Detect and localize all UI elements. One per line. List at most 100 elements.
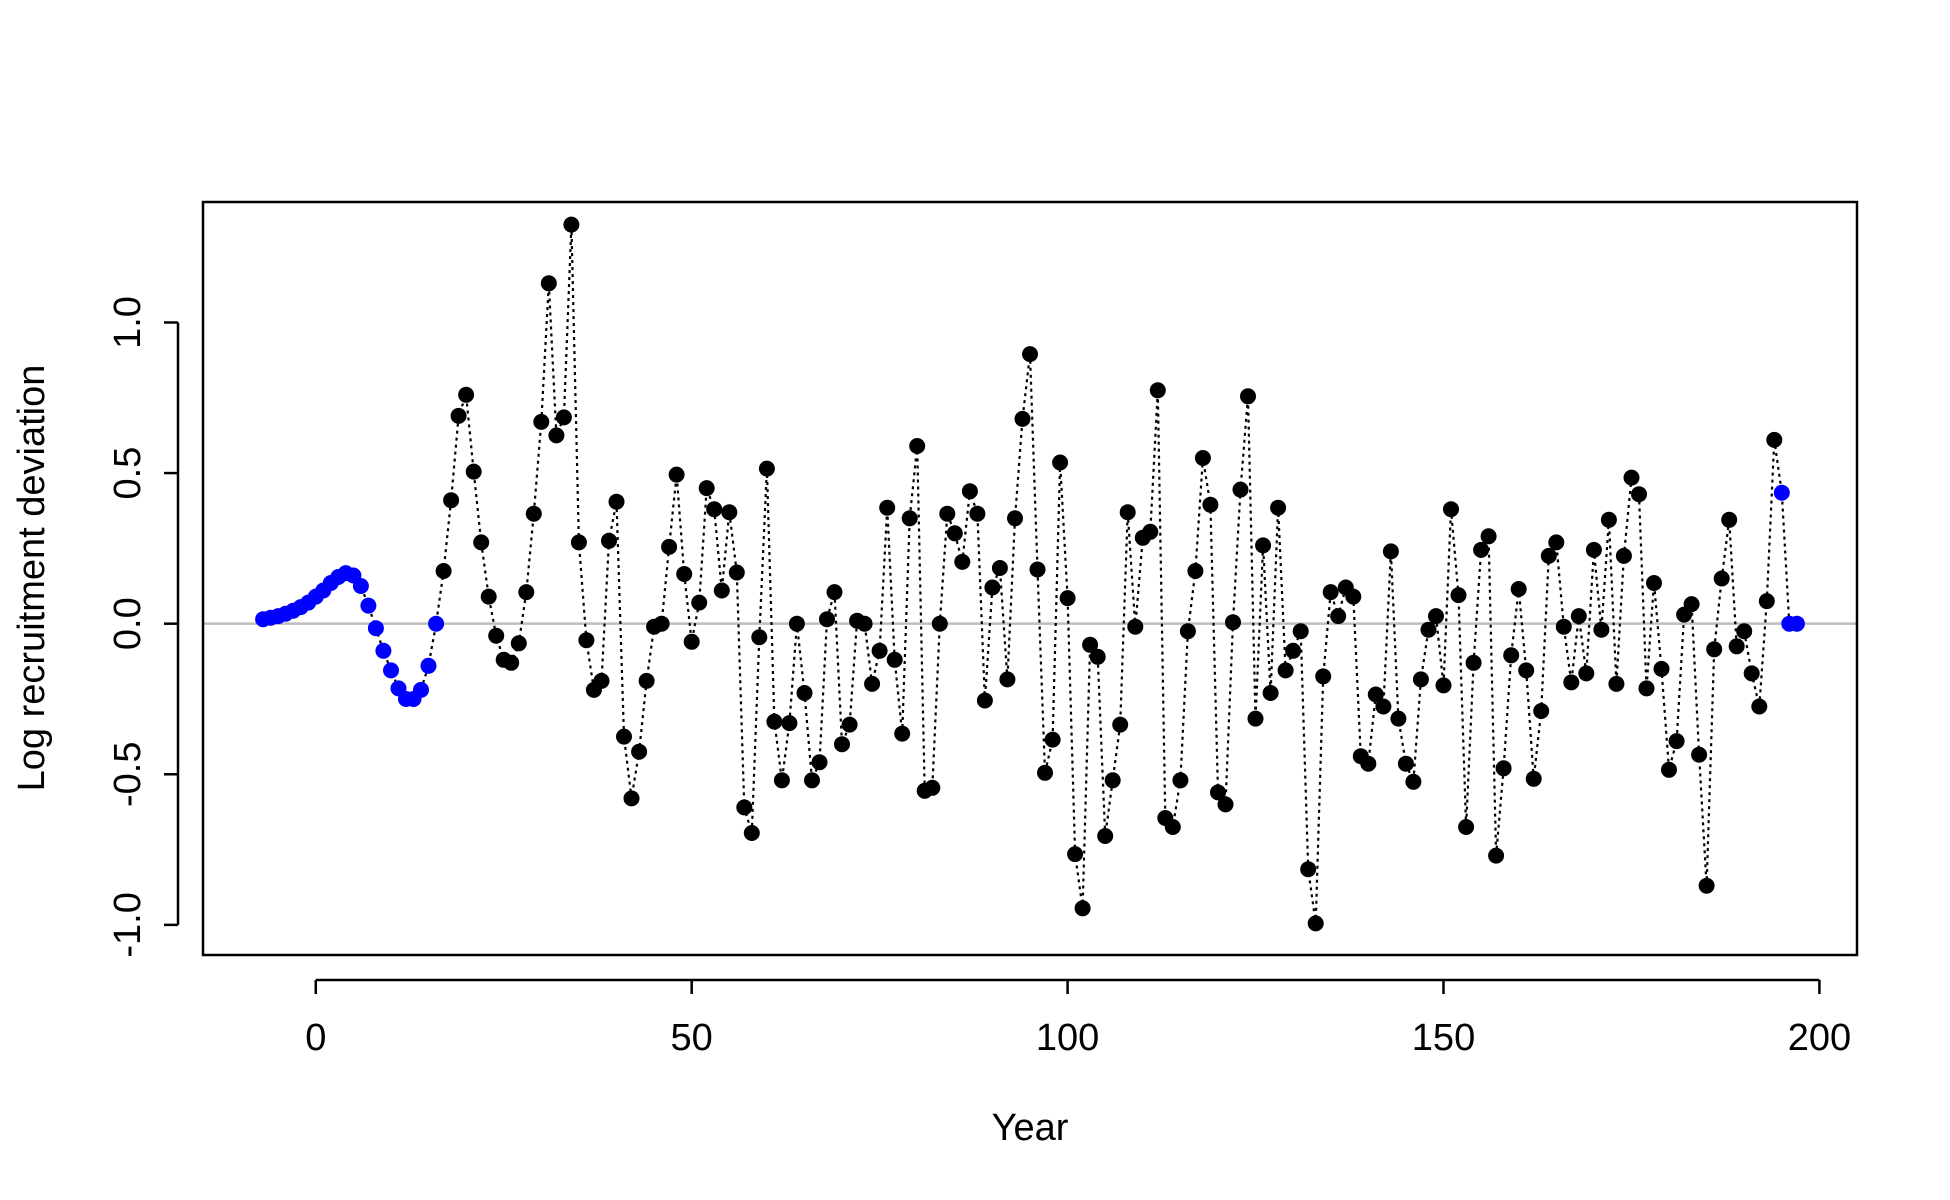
data-point [1533, 703, 1550, 719]
data-point [969, 505, 986, 522]
data-point [1262, 685, 1279, 701]
data-point [1788, 615, 1805, 632]
data-points [255, 216, 1805, 932]
data-point [901, 510, 918, 527]
data-point [1277, 662, 1294, 679]
data-point [1488, 847, 1505, 864]
data-point [781, 715, 798, 732]
data-point [1751, 698, 1768, 715]
data-point [1397, 755, 1414, 772]
data-point [1691, 746, 1708, 763]
data-point [1525, 770, 1542, 787]
data-point [616, 728, 632, 745]
data-point [510, 635, 527, 652]
data-point [1007, 510, 1023, 527]
data-point [743, 825, 760, 841]
data-point [1668, 733, 1685, 750]
data-point [939, 505, 956, 522]
data-point [1563, 674, 1580, 691]
data-point [886, 651, 903, 668]
data-point [946, 525, 963, 542]
connector-lines [262, 224, 1797, 924]
data-point [480, 588, 497, 605]
data-point [1240, 388, 1256, 405]
data-point [999, 671, 1016, 688]
data-point [1037, 764, 1053, 781]
data-point [488, 627, 505, 644]
data-point [1044, 731, 1061, 748]
data-point [1450, 587, 1467, 604]
data-point [1225, 614, 1241, 631]
data-point [788, 615, 805, 632]
data-point [555, 409, 572, 426]
data-point [1428, 608, 1444, 625]
data-point [856, 615, 873, 632]
data-point [841, 716, 858, 733]
data-point [631, 743, 648, 760]
plot-frame [201, 200, 1859, 957]
data-point [1420, 621, 1437, 638]
data-point [1059, 590, 1076, 607]
data-point [661, 538, 678, 555]
data-point [1127, 618, 1144, 635]
data-point [1458, 819, 1475, 835]
data-point [864, 675, 881, 692]
data-point [518, 584, 535, 601]
data-point [1600, 511, 1617, 528]
data-point [954, 553, 971, 570]
data-point [1247, 710, 1264, 727]
data-point [420, 657, 437, 674]
data-point [758, 460, 775, 477]
data-point [1646, 575, 1662, 591]
data-point [796, 685, 813, 701]
y-tick-label: 0.5 [107, 447, 149, 500]
data-point [1360, 755, 1377, 772]
data-point [1179, 623, 1196, 640]
data-point [1518, 662, 1535, 679]
data-point [804, 772, 820, 789]
data-point [1307, 915, 1324, 932]
data-point [871, 642, 888, 659]
data-point [879, 499, 896, 516]
y-tick-label: -0.5 [107, 742, 149, 807]
data-point [909, 438, 926, 454]
data-point [991, 560, 1008, 576]
x-tick-label: 200 [1788, 1017, 1851, 1059]
data-point [1473, 541, 1490, 558]
y-axis-label: Log recruitment deviation [11, 365, 53, 792]
data-point [1555, 618, 1572, 635]
data-point [413, 681, 429, 698]
data-point [623, 790, 640, 807]
data-point [728, 564, 745, 581]
data-point [1119, 504, 1136, 521]
data-point [1232, 481, 1249, 498]
data-point [1698, 877, 1715, 894]
data-point [736, 799, 753, 816]
data-point [1255, 537, 1272, 554]
data-point [1623, 469, 1640, 486]
x-tick-label: 100 [1036, 1017, 1099, 1059]
data-point [698, 480, 715, 497]
data-point [1465, 654, 1482, 671]
data-point [691, 594, 708, 611]
data-point [924, 779, 941, 796]
data-point [751, 629, 768, 646]
data-point [638, 672, 655, 689]
data-point [367, 620, 384, 637]
data-point [465, 463, 482, 480]
data-point [1067, 846, 1084, 863]
data-point [1104, 772, 1121, 789]
data-point [1014, 410, 1031, 427]
data-point [601, 532, 617, 549]
data-point [1443, 501, 1459, 518]
data-point [1194, 450, 1211, 466]
data-point [548, 427, 565, 444]
data-point [1330, 608, 1347, 625]
data-point [428, 615, 445, 632]
data-point [570, 534, 587, 551]
data-point [1510, 581, 1527, 597]
y-tick-label: 1.0 [107, 296, 149, 349]
data-point [773, 772, 790, 789]
data-point [1345, 588, 1362, 605]
x-tick-label: 150 [1412, 1017, 1475, 1059]
